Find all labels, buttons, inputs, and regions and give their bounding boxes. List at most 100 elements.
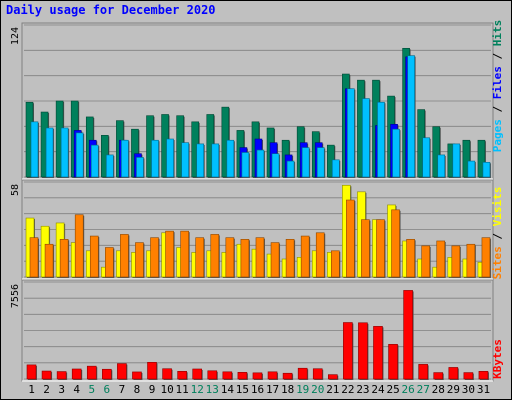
day-label: 14: [221, 383, 235, 396]
legend-sep: /: [491, 99, 504, 119]
pages-bar: [196, 143, 205, 178]
day-label: 6: [104, 383, 111, 396]
kbytes-bar: [162, 368, 172, 380]
kbytes-bar: [282, 372, 293, 380]
sites-bar: [89, 235, 99, 278]
kbytes-bar: [267, 371, 278, 380]
legend-panel-2: Sites / Visits: [491, 187, 504, 280]
hits-bar: [432, 126, 441, 178]
day-label: 4: [73, 383, 80, 396]
sites-bar: [195, 237, 205, 278]
pages-bar: [331, 159, 340, 178]
kbytes-bar: [192, 368, 203, 380]
sites-bar: [135, 242, 144, 278]
day-label: 28: [432, 383, 445, 396]
kbytes-bar: [41, 370, 52, 380]
sites-bar: [406, 239, 415, 278]
day-label: 10: [160, 383, 173, 396]
day-label: 16: [251, 383, 264, 396]
sites-bar: [29, 237, 39, 278]
kbytes-bar: [448, 367, 459, 380]
pages-bar: [286, 160, 295, 178]
kbytes-bar: [312, 368, 323, 380]
day-label: 17: [266, 383, 279, 396]
kbytes-bar: [117, 363, 127, 380]
legend-pages: Pages: [491, 119, 504, 152]
kbytes-bar: [222, 371, 233, 380]
kbytes-bar: [418, 364, 428, 380]
day-label: 20: [311, 383, 324, 396]
day-label: 12: [191, 383, 204, 396]
pages-bar: [392, 128, 400, 178]
pages-bar: [407, 55, 415, 178]
hits-bar: [462, 139, 471, 178]
sites-bar: [165, 230, 174, 278]
kbytes-bar: [86, 365, 97, 380]
sites-bar: [421, 245, 430, 278]
day-label: 8: [134, 383, 141, 396]
day-label: 1: [28, 383, 35, 396]
day-label: 7: [119, 383, 126, 396]
day-label: 2: [43, 383, 50, 396]
day-label: 15: [236, 383, 249, 396]
pages-bar: [226, 139, 235, 178]
kbytes-bar: [478, 370, 489, 380]
sites-bar: [225, 237, 235, 278]
pages-bar: [121, 139, 129, 178]
kbytes-bar: [147, 362, 157, 380]
legend-sep: /: [491, 226, 504, 246]
pages-bar: [136, 157, 144, 178]
kbytes-bar: [237, 372, 248, 380]
sites-bar: [180, 230, 189, 278]
hits-bar: [477, 139, 486, 178]
sites-bar: [285, 239, 295, 278]
pages-bar: [301, 147, 310, 178]
pages-bar: [437, 154, 446, 178]
day-label: 24: [371, 383, 385, 396]
kbytes-bar: [252, 372, 263, 380]
kbytes-bar: [343, 322, 353, 380]
legend-files: Files: [491, 66, 504, 99]
day-label: 30: [462, 383, 475, 396]
legend-panel-1: Pages / Files / Hits: [491, 20, 504, 153]
day-label: 23: [356, 383, 369, 396]
pages-bar: [181, 142, 189, 178]
day-label: 3: [58, 383, 65, 396]
kbytes-bar: [327, 374, 338, 380]
sites-bar: [436, 240, 446, 278]
pages-bar: [256, 149, 265, 178]
kbytes-bar: [56, 371, 67, 380]
pages-bar: [166, 138, 174, 178]
pages-bar: [482, 161, 491, 178]
chart-title: Daily usage for December 2020: [6, 3, 216, 17]
kbytes-bar: [132, 371, 142, 380]
kbytes-bar: [403, 290, 413, 380]
sites-bar: [44, 243, 54, 278]
pages-bar: [30, 121, 39, 178]
kbytes-bar: [177, 370, 187, 380]
legend-panel-3: KBytes: [491, 339, 504, 379]
pages-bar: [211, 143, 220, 178]
sites-bar: [74, 214, 84, 278]
panel-1-max-label: 124: [10, 27, 21, 45]
day-label: 22: [341, 383, 354, 396]
kbytes-bar: [388, 344, 398, 380]
day-label: 18: [281, 383, 294, 396]
sites-bar: [270, 242, 280, 278]
sites-bar: [391, 209, 400, 278]
day-label: 21: [326, 383, 339, 396]
kbytes-bar: [207, 370, 218, 380]
day-label: 31: [477, 383, 490, 396]
pages-bar: [151, 139, 159, 178]
pages-bar: [60, 127, 69, 178]
panel-3-max-label: 7556: [10, 284, 21, 308]
sites-bar: [105, 247, 114, 278]
pages-bar: [241, 152, 250, 178]
kbytes-bar: [433, 372, 444, 380]
pages-bar: [75, 132, 84, 178]
sites-bar: [451, 245, 461, 278]
pages-bar: [106, 154, 114, 178]
legend-sites: Sites: [491, 246, 504, 279]
